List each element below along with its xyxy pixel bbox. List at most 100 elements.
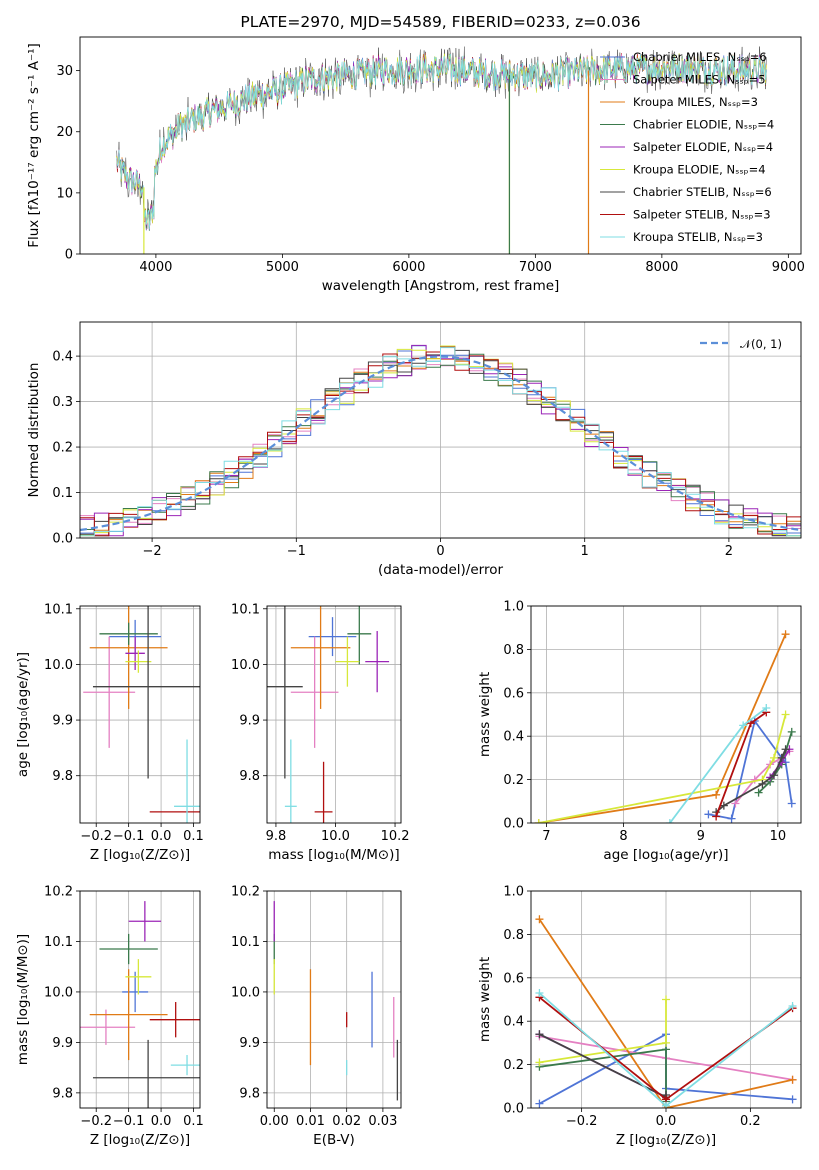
weight_vs_Z-xtick-label: 0.0 [656, 1114, 677, 1129]
weight_vs_Z-marker-kroupa_miles [535, 915, 544, 924]
age_vs_Z-panel: −0.2 −0.1 0.0 0.1 9.8 9.9 10.0 10.1 Z [log₁₀(Z/Z… [15, 602, 204, 863]
age_vs_Z-plot-area [83, 606, 200, 823]
weight_vs_age-marker-chabrier_stelib [719, 801, 728, 810]
mass_vs_ebv-xtick-label: 0.03 [368, 1114, 397, 1129]
weight_vs_Z-ytick-label: 0.2 [503, 1058, 524, 1073]
age_vs_mass-panel: 9.8 10.0 10.2 9.8 9.9 10.0 10.1 mass [log₁₀(M/M… [231, 602, 409, 863]
mass_vs_ebv-ytick-label: 10.1 [231, 935, 260, 950]
weight_vs_age-ytick-label: 0.8 [503, 643, 524, 658]
weight_vs_age-xtick-label: 9 [697, 829, 705, 844]
weight_vs_age-ytick-label: 0.0 [503, 817, 524, 832]
legend-label-chabrier_elodie: Chabrier ELODIE, Nₛₛₚ=4 [633, 118, 774, 132]
weight_vs_Z-xtick-label: 0.2 [740, 1114, 761, 1129]
mass_vs_Z-ytick-label: 9.8 [52, 1086, 73, 1101]
mass_vs_ebv-panel: 0.00 0.01 0.02 0.03 9.8 9.9 10.0 10.1 10.2 E(B-V) [231, 885, 402, 1148]
residuals-xtick-label: 0 [436, 544, 444, 559]
weight_vs_Z-xtick-label: −0.2 [566, 1114, 598, 1129]
mass_vs_Z-xtick-label: −0.1 [113, 1114, 145, 1129]
weight_vs_age-ytick-label: 0.2 [503, 773, 524, 788]
weight_vs_age-marker-chabrier_miles [704, 810, 713, 819]
spectrum-xlabel: wavelength [Angstrom, rest frame] [322, 278, 560, 294]
spectrum-xtick-label: 9000 [772, 260, 805, 275]
spectrum-panel: 4000 5000 6000 7000 8000 9000 0 10 20 30 wavelengt… [26, 13, 805, 294]
weight_vs_age-marker-salpeter_miles [731, 799, 740, 808]
spectrum-line-kroupa_stelib [116, 53, 767, 230]
spectrum-xtick-label: 8000 [645, 260, 678, 275]
spectrum-plot-area [116, 46, 767, 254]
age_vs_mass-xtick-label: 10.0 [321, 829, 350, 844]
weight_vs_age-ytick-label: 0.4 [503, 730, 524, 745]
residuals-panel: −2 −1 0 1 2 0.0 0.1 0.2 0.3 0.4 (data-model)/error… [26, 321, 802, 578]
residuals-ytick-label: 0.2 [52, 441, 73, 456]
mass_vs_Z-xtick-label: −0.2 [80, 1114, 112, 1129]
age_vs_mass-ytick-label: 10.1 [231, 602, 260, 617]
weight_vs_age-marker-kroupa_stelib [665, 819, 674, 823]
residuals-ytick-label: 0.1 [52, 486, 73, 501]
weight_vs_age-ylabel: mass weight [477, 672, 493, 757]
mass_vs_ebv-xtick-label: 0.02 [332, 1114, 361, 1129]
age_vs_mass-frame [266, 605, 402, 824]
legend-label-kroupa_stelib: Kroupa STELIB, Nₛₛₚ=3 [633, 230, 763, 244]
mass_vs_ebv-ytick-label: 9.8 [239, 1086, 260, 1101]
weight_vs_Z-marker-kroupa_stelib [662, 1101, 670, 1108]
age_vs_mass-grid [267, 606, 401, 823]
mass_vs_Z-xtick-label: 0.0 [151, 1114, 172, 1129]
age_vs_mass-ytick-label: 9.9 [239, 714, 260, 729]
age_vs_Z-ytick-label: 9.8 [52, 769, 73, 784]
weight_vs_age-marker-chabrier_elodie [787, 727, 796, 736]
mass_vs_ebv-xlabel: E(B-V) [313, 1132, 355, 1148]
spectrum-ytick-label: 10 [56, 186, 73, 201]
residuals-xtick-label: −2 [143, 544, 162, 559]
residuals-ytick-label: 0.4 [52, 350, 73, 365]
spectrum-xtick-label: 4000 [139, 260, 172, 275]
mass_vs_ebv-ytick-label: 9.9 [239, 1036, 260, 1051]
weight_vs_age-ytick-label: 1.0 [503, 600, 524, 615]
weight_vs_Z-ytick-label: 1.0 [503, 885, 524, 900]
residuals-ylabel: Normed distribution [26, 363, 42, 498]
residuals-frame [79, 321, 802, 539]
weight_vs_Z-line-kroupa_miles [538, 918, 793, 1108]
mass_vs_ebv-frame [266, 890, 402, 1109]
mass_vs_Z-panel: −0.2 −0.1 0.0 0.1 9.8 9.9 10.0 10.1 10.2 Z [log₁₀… [15, 885, 204, 1149]
weight_vs_age-line-chabrier_miles [708, 718, 793, 820]
weight_vs_Z-ytick-label: 0.0 [503, 1102, 524, 1117]
age_vs_Z-ytick-label: 10.1 [44, 602, 73, 617]
weight_vs_Z-marker-kroupa_elodie [662, 1038, 670, 1047]
mass_vs_ebv-xtick-label: 0.00 [260, 1114, 289, 1129]
mass_vs_Z-plot-area [80, 901, 200, 1108]
mass_vs_ebv-ytick-label: 10.2 [231, 885, 260, 900]
weight_vs_age-plot-area [534, 630, 796, 823]
weight_vs_age-marker-kroupa_elodie [781, 710, 790, 719]
age_vs_Z-grid [80, 606, 200, 823]
weight_vs_age-marker-kroupa_miles [781, 630, 790, 639]
mass_vs_Z-frame [79, 890, 201, 1109]
weight_vs_Z-marker-kroupa_elodie [662, 995, 670, 1004]
spectrum-ytick-label: 0 [65, 248, 73, 263]
weight_vs_age-marker-chabrier_stelib [777, 753, 786, 762]
legend-label-chabrier_stelib: Chabrier STELIB, Nₛₛₚ=6 [633, 185, 772, 199]
weight_vs_age-line-kroupa_elodie [538, 714, 787, 823]
spectrum-title: PLATE=2970, MJD=54589, FIBERID=0233, z=0… [240, 13, 640, 31]
age_vs_Z-xtick-label: 0.1 [183, 829, 204, 844]
weight_vs_Z-marker-kroupa_elodie [535, 1058, 544, 1067]
weight_vs_age-marker-kroupa_miles [712, 790, 721, 799]
residuals-xlabel: (data-model)/error [378, 562, 504, 578]
weight_vs_Z-marker-chabrier_miles [535, 1099, 544, 1108]
spectrum-ytick-label: 30 [56, 64, 73, 79]
mass_vs_Z-xtick-label: 0.1 [183, 1114, 204, 1129]
mass_vs_Z-ytick-label: 10.0 [44, 985, 73, 1000]
weight_vs_Z-ytick-label: 0.4 [503, 1015, 524, 1030]
weight_vs_age-marker-salpeter_stelib [712, 812, 721, 821]
spectrum-ylabel: Flux [fλ10⁻¹⁷ erg cm⁻² s⁻¹ A⁻¹] [26, 43, 42, 248]
weight_vs_age-frame [530, 605, 802, 824]
age_vs_mass-xtick-label: 9.8 [266, 829, 287, 844]
weight_vs_Z-marker-chabrier_stelib [535, 1030, 544, 1039]
spectrum-ytick-label: 20 [56, 125, 73, 140]
mass_vs_ebv-xtick-label: 0.01 [296, 1114, 325, 1129]
weight_vs_Z-frame [530, 890, 802, 1109]
histogram-chabrier_elodie [80, 353, 801, 537]
weight_vs_Z-marker-kroupa_miles [788, 1075, 797, 1084]
mass_vs_Z-grid [80, 890, 200, 1108]
legend-label-chabrier_miles: Chabrier MILES, Nₛₛₚ=6 [633, 50, 767, 64]
age_vs_Z-xtick-label: −0.1 [113, 829, 145, 844]
